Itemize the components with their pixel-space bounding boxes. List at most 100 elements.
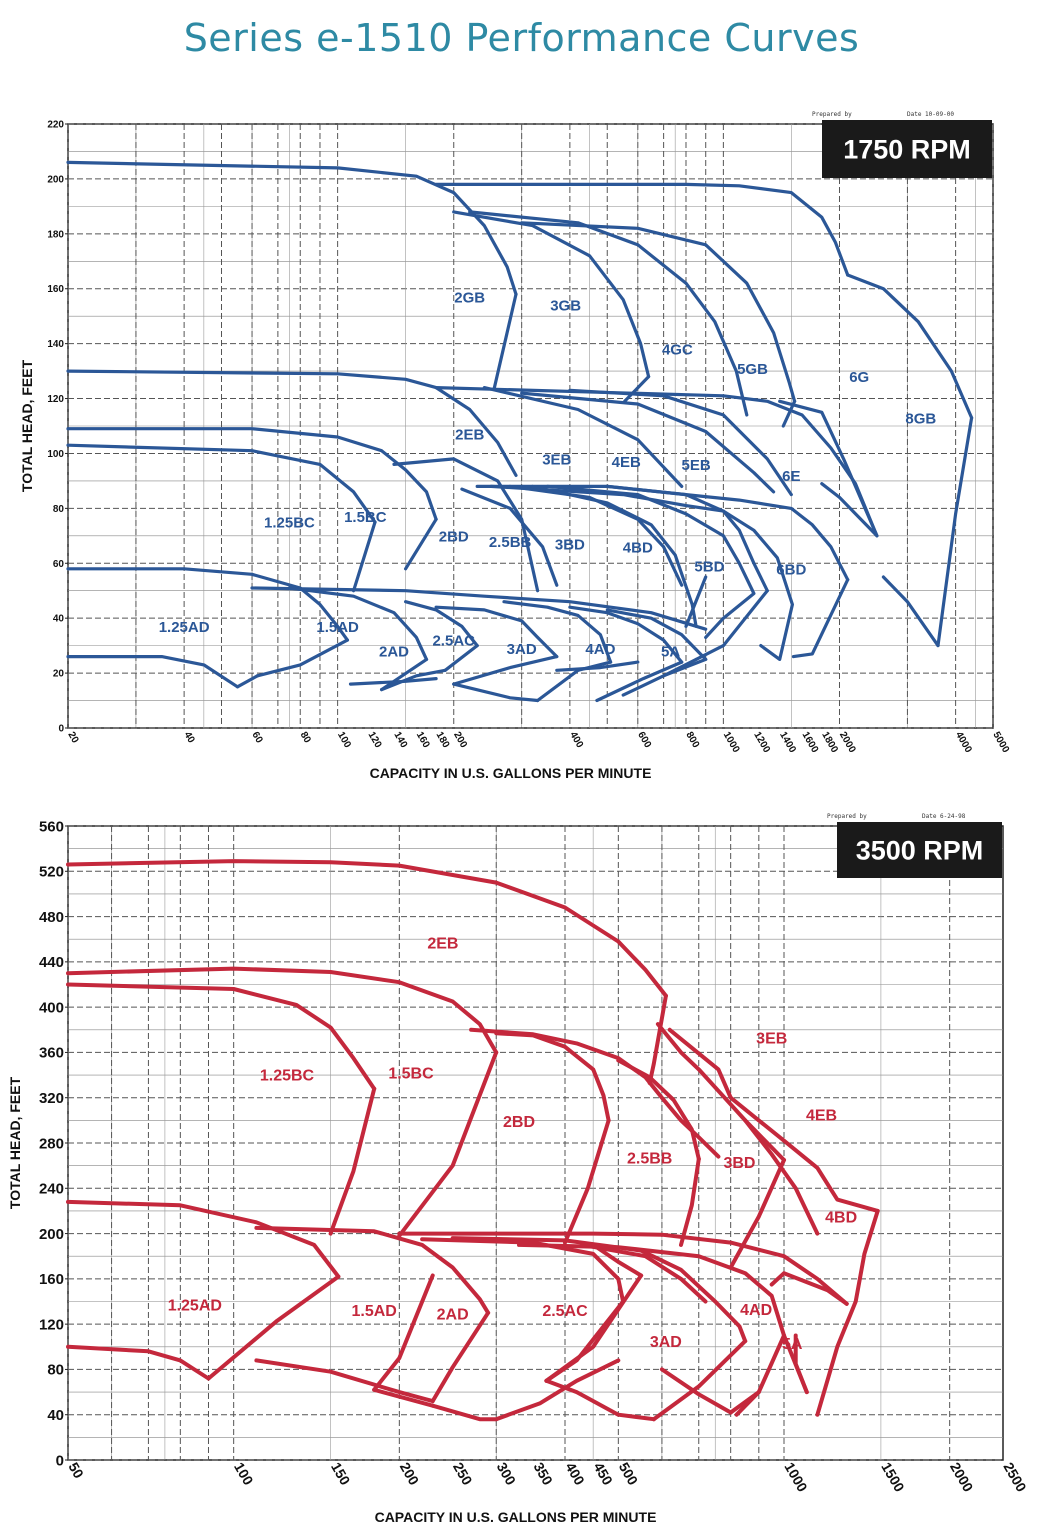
curve-line [397,1050,499,1238]
y-axis: 0 20 40 60 80 100 120 140 160 180 200 220 [47,120,68,735]
curve-line [443,644,479,672]
curve-line [494,1031,611,1123]
y-tick-label: 60 [53,559,65,570]
x-axis: 20 40 60 80 100 120 140 160 180 200 400 600 800 1000 1… [65,730,1011,755]
y-tick-label: 120 [39,1316,64,1333]
x-tick-label: 800 [683,730,701,750]
curve-line [502,600,613,664]
curve-label: 1.5AD [351,1303,396,1320]
x-tick-label: 350 [530,1460,556,1488]
curve-line [352,520,377,593]
x-tick-label: 2000 [837,730,858,755]
curve-line [545,484,756,639]
y-tick-label: 20 [53,669,65,680]
curve-label: 5BD [694,559,724,576]
curve-line [655,1022,820,1236]
curve-label: 1.5AD [316,619,359,636]
curve-line [430,1310,491,1404]
curve-line [492,292,518,390]
curve-line [66,859,668,998]
y-tick-label: 360 [39,1045,64,1062]
y-tick-label: 220 [47,120,64,131]
curve-label: 1.25AD [168,1298,222,1315]
curve-label: 2AD [437,1307,469,1324]
curve-line [66,1199,341,1279]
prepared-by-text: Prepared by [812,111,852,118]
curve-label: 4GC [662,342,693,359]
curve-label: 2.5BB [627,1150,672,1167]
x-tick-label: 40 [182,730,197,746]
curve-line [404,517,438,571]
performance-curves [66,859,880,1422]
curve-line [616,1058,701,1161]
prepared-by-text: Prepared by [827,813,867,820]
x-axis-title: CAPACITY IN U.S. GALLONS PER MINUTE [370,765,652,781]
y-tick-label: 140 [47,339,64,350]
curve-line [66,1344,211,1381]
curve-line [404,600,479,648]
curve-label: 3AD [650,1334,682,1351]
curve-line [791,578,850,659]
curve-line [66,160,518,296]
grid [67,825,1004,1461]
curve-line [647,993,668,1085]
curve-line [380,668,447,692]
rpm-badge [837,822,1002,878]
x-tick-label: 1400 [777,730,798,755]
curve-line [659,1367,733,1415]
curve-label: 4EB [612,454,641,471]
y-tick-label: 480 [39,909,64,926]
curve-line [66,966,499,1055]
x-tick-label: 1200 [751,730,772,755]
curve-label: 1.5BC [388,1065,434,1082]
curve-label: 2GB [454,289,485,306]
curve-label: 4BD [825,1209,857,1226]
x-tick-label: 500 [616,1460,642,1488]
curve-label: 6BD [776,561,806,578]
x-axis: 50 100 150 200 250 300 350 400 450 500 1000 1500 200… [65,1460,1030,1495]
rpm-badge [822,120,992,178]
grid [67,123,994,729]
curve-line [778,399,879,538]
curve-line [728,1158,786,1270]
curve-line [348,677,438,686]
curve-line [254,1225,491,1315]
page-title: Series e-1510 Performance Curves [183,16,860,60]
x-tick-label: 160 [414,730,432,750]
curve-line [328,1086,377,1236]
x-tick-label: 2500 [1000,1460,1030,1495]
curve-line [434,182,850,277]
y-tick-label: 520 [39,864,64,881]
curve-label: 6G [849,369,869,386]
curve-line [605,484,769,593]
x-tick-label: 1000 [781,1460,811,1495]
curve-line [820,482,879,538]
y-tick-label: 120 [47,394,64,405]
curve-line [66,443,377,524]
curve-line [623,375,651,403]
curve-label: 2EB [427,935,458,952]
x-tick-label: 1800 [819,730,840,755]
y-axis: 0 40 80 120 160 200 240 280 320 360 400 440 480 520 56… [39,818,68,1469]
y-tick-label: 280 [39,1135,64,1152]
curve-line [662,657,698,678]
y-tick-label: 400 [39,999,64,1016]
x-tick-label: 100 [231,1460,257,1488]
y-tick-label: 80 [53,504,65,515]
x-tick-label: 150 [328,1460,354,1488]
x-tick-label: 300 [494,1460,520,1488]
curve-label: 2BD [503,1114,535,1131]
y-tick-label: 240 [39,1181,64,1198]
x-tick-label: 600 [635,730,653,750]
date-text: Date 10-09-00 [907,111,954,118]
x-tick-label: 400 [562,1460,588,1488]
y-tick-label: 180 [47,229,64,240]
curve-line [468,210,749,417]
curve-line [450,1236,748,1344]
curve-line [250,586,708,631]
curve-label: 5EB [682,457,711,474]
curve-label: 2.5AC [542,1303,588,1320]
curve-line [380,657,429,692]
curve-line [793,1333,809,1395]
curve-label: 5GB [737,361,768,378]
